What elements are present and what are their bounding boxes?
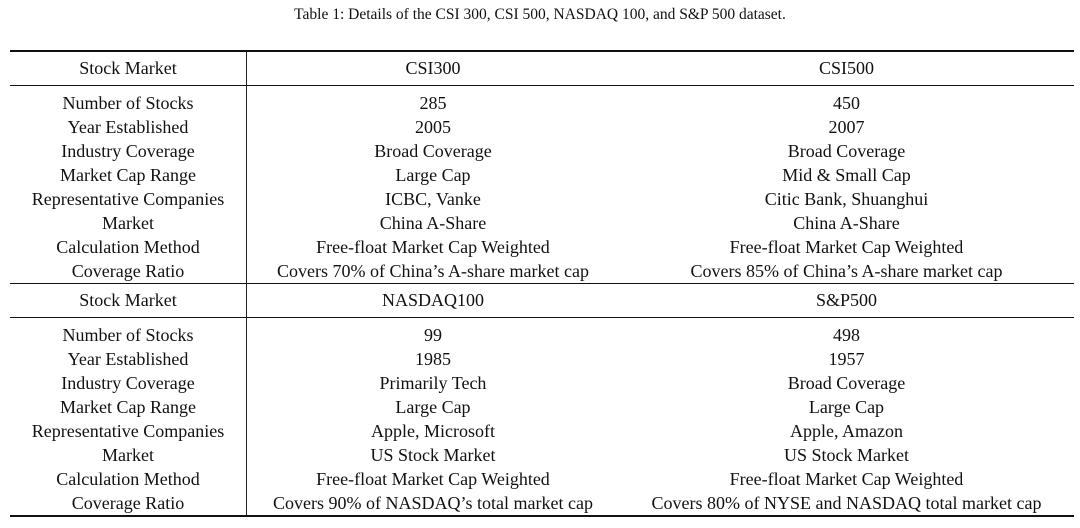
header-cell-label: Stock Market [10,50,247,86]
row-value: Apple, Amazon [790,421,903,441]
table-row: Year Established 1985 1957 [10,347,1074,371]
row-label: Coverage Ratio [10,491,247,517]
row-label: Market Cap Range [10,163,247,187]
row-label: Number of Stocks [10,85,247,115]
row-value: Covers 85% of China’s A-share market cap [690,261,1003,281]
row-value: Apple, Microsoft [371,421,495,441]
section-header-row: Stock Market CSI300 CSI500 [10,50,1074,86]
row-value: 285 [246,85,619,115]
row-value: China A-Share [793,213,900,233]
row-label: Calculation Method [10,467,247,491]
dataset-details-table: Stock Market CSI300 CSI500 Number of Sto… [10,50,1074,517]
row-value: Covers 70% of China’s A-share market cap [277,261,589,281]
row-label: Coverage Ratio [10,259,247,284]
row-value: 2007 [828,117,865,137]
row-label: Market Cap Range [10,395,247,419]
row-value: Covers 80% of NYSE and NASDAQ total mark… [619,491,1074,517]
row-value: Broad Coverage [787,141,906,161]
row-value: China A-Share [379,213,487,233]
section-header-row: Stock Market NASDAQ100 S&P500 [10,283,1074,318]
table-row: Market Cap Range Large Cap Mid & Small C… [10,163,1074,187]
row-value: US Stock Market [370,445,496,465]
row-value: Free-float Market Cap Weighted [316,469,550,489]
row-label: Industry Coverage [10,371,247,395]
row-value: 1957 [828,349,865,369]
table-row: Representative Companies ICBC, Vanke Cit… [10,187,1074,211]
table-body: Stock Market CSI300 CSI500 Number of Sto… [10,50,1074,517]
table-caption: Table 1: Details of the CSI 300, CSI 500… [294,6,786,23]
table-row: Coverage Ratio Covers 90% of NASDAQ’s to… [10,491,1074,517]
row-label: Representative Companies [10,187,247,211]
row-value: 498 [619,317,1074,347]
header-cell-label: Stock Market [10,283,247,318]
row-value: Mid & Small Cap [782,165,911,185]
table-row: Market US Stock Market US Stock Market [10,443,1074,467]
table-row: Coverage Ratio Covers 70% of China’s A-s… [10,259,1074,284]
table-row: Industry Coverage Primarily Tech Broad C… [10,371,1074,395]
row-label: Number of Stocks [10,317,247,347]
table-row: Market China A-Share China A-Share [10,211,1074,235]
row-label: Year Established [10,115,247,139]
table-row: Year Established 2005 2007 [10,115,1074,139]
table-row: Representative Companies Apple, Microsof… [10,419,1074,443]
row-value: 450 [619,85,1074,115]
header-cell-csi500: CSI500 [619,50,1074,86]
row-value: Broad Coverage [374,141,492,161]
row-label: Calculation Method [10,235,247,259]
row-value: Citic Bank, Shuanghui [764,189,929,209]
row-value: Covers 90% of NASDAQ’s total market cap [246,491,619,517]
row-value: Large Cap [808,397,885,417]
row-value: Large Cap [395,397,471,417]
row-label: Market [10,443,247,467]
row-value: ICBC, Vanke [385,189,481,209]
row-value: Primarily Tech [379,373,487,393]
row-value: US Stock Market [784,445,909,465]
row-value: 99 [246,317,619,347]
row-value: Free-float Market Cap Weighted [729,469,964,489]
header-cell-nasdaq100: NASDAQ100 [246,283,619,318]
row-value: Free-float Market Cap Weighted [729,237,964,257]
table-row: Industry Coverage Broad Coverage Broad C… [10,139,1074,163]
table-row: Number of Stocks 285 450 [10,85,1074,115]
row-label: Representative Companies [10,419,247,443]
table-row: Market Cap Range Large Cap Large Cap [10,395,1074,419]
row-label: Industry Coverage [10,139,247,163]
header-cell-sp500: S&P500 [619,283,1074,318]
row-label: Market [10,211,247,235]
table-row: Calculation Method Free-float Market Cap… [10,467,1074,491]
row-value: Free-float Market Cap Weighted [316,237,550,257]
row-label: Year Established [10,347,247,371]
row-value: 2005 [415,117,451,137]
row-value: Broad Coverage [787,373,906,393]
header-cell-csi300: CSI300 [246,50,619,86]
row-value: 1985 [415,349,451,369]
table-row: Number of Stocks 99 498 [10,317,1074,347]
row-value: Large Cap [395,165,471,185]
table-row: Calculation Method Free-float Market Cap… [10,235,1074,259]
